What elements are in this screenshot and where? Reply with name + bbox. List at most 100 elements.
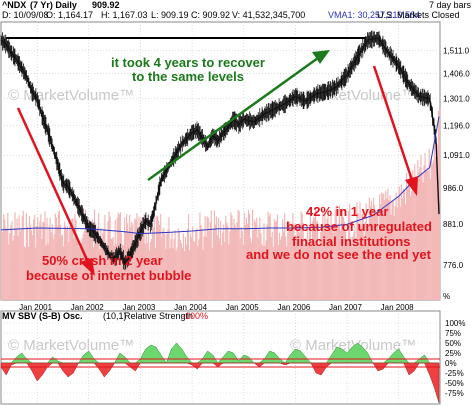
price-point [67, 185, 69, 188]
volume-bar [417, 160, 419, 300]
main-x-tick-6: Jan 2007 [329, 303, 362, 312]
volume-bar [281, 219, 284, 300]
volume-bar [174, 230, 176, 300]
volume-bar [263, 223, 265, 300]
volume-bar [226, 222, 228, 300]
volume-bar [425, 170, 427, 300]
annotation-decline-line-1: 42% in 1 year [306, 204, 388, 219]
annotation-decline-line-4: and we do not see the end yet [246, 247, 432, 262]
watermark-main: © MarketVolume™ [8, 87, 134, 104]
volume-bar [170, 238, 172, 300]
volume-bar [304, 237, 306, 300]
price-point [367, 39, 369, 41]
volume-bar [245, 217, 248, 300]
osc-panel-frame [0, 310, 441, 405]
volume-bar [55, 217, 57, 300]
volume-bar [163, 227, 165, 300]
volume-bar [327, 216, 329, 300]
volume-bar [31, 235, 34, 300]
volume-bar [268, 216, 270, 300]
volume-bar [5, 227, 7, 300]
volume-bar [101, 244, 103, 300]
volume-bar [60, 235, 63, 300]
volume-bar [326, 219, 328, 300]
volume-bar [374, 213, 377, 300]
volume-bar [399, 206, 401, 300]
volume-bar [35, 247, 37, 300]
volume-bars [1, 108, 441, 301]
volume-bar [40, 214, 42, 300]
volume-bar [313, 217, 316, 300]
volume-bar [61, 234, 64, 300]
volume-bar [81, 238, 83, 300]
volume-bar [430, 158, 432, 300]
volume-bar [202, 249, 204, 300]
volume-bar [256, 217, 258, 300]
price-point [284, 103, 286, 105]
volume-bar [371, 208, 374, 300]
volume-bar [301, 213, 303, 300]
volume-bar [111, 238, 113, 300]
osc-y-tick-2: 50% [445, 339, 461, 348]
volume-bar [10, 225, 12, 300]
volume-bar [390, 214, 392, 300]
volume-bar [184, 236, 187, 300]
volume-bar [213, 210, 215, 300]
volume-bar [381, 192, 383, 300]
volume-bar [139, 229, 141, 300]
volume-bar [136, 213, 138, 300]
volume-bar [286, 246, 288, 300]
price-point [0, 39, 2, 41]
main-y-tick-4: 1,091.0 [443, 151, 470, 160]
price-point [46, 129, 49, 131]
volume-bar [131, 221, 133, 300]
volume-bar [165, 248, 167, 300]
volume-bar [196, 228, 198, 300]
volume-bar [195, 230, 197, 300]
volume-bar [317, 221, 319, 300]
osc-title: MV SBV (S-B) Osc. [2, 311, 83, 321]
volume-bar [199, 212, 201, 300]
volume-bar [266, 224, 268, 300]
volume-bar [8, 244, 10, 300]
volume-bar [178, 231, 180, 300]
volume-bar [335, 205, 337, 300]
volume-bar [393, 215, 395, 300]
price-point [191, 132, 193, 134]
volume-bar [289, 221, 291, 300]
price-point [243, 118, 245, 120]
volume-bar [385, 190, 387, 300]
volume-bar [167, 229, 169, 300]
volume-bar [427, 171, 429, 300]
volume-bar [402, 189, 405, 300]
volume-bar [48, 227, 50, 300]
volume-bar [169, 248, 171, 300]
price-point [124, 262, 126, 264]
volume-bar [62, 246, 65, 300]
volume-bar [407, 183, 410, 300]
volume-bar [354, 224, 356, 300]
price-point [429, 98, 431, 100]
volume-bar [113, 245, 115, 300]
open-field: O: 1,164.17 [46, 10, 93, 20]
price-point [418, 95, 420, 97]
volume-bar [218, 238, 221, 300]
volume-bar [433, 127, 436, 301]
volume-bar [43, 222, 45, 300]
volume-bar [267, 211, 269, 300]
volume-bar [415, 177, 417, 300]
price-point [176, 151, 178, 154]
volume-bar [420, 154, 422, 300]
volume-bar [141, 232, 143, 300]
volume-bar [274, 222, 276, 300]
volume-bar [121, 244, 124, 300]
volume-bar [330, 214, 332, 300]
main-x-tick-0: Jan 2001 [19, 303, 52, 312]
volume-bar [364, 222, 366, 300]
volume-bar [212, 229, 214, 300]
volume-bar [50, 232, 52, 300]
volume-bar [294, 241, 296, 300]
volume-bar [70, 226, 72, 300]
volume-bar [171, 232, 173, 300]
